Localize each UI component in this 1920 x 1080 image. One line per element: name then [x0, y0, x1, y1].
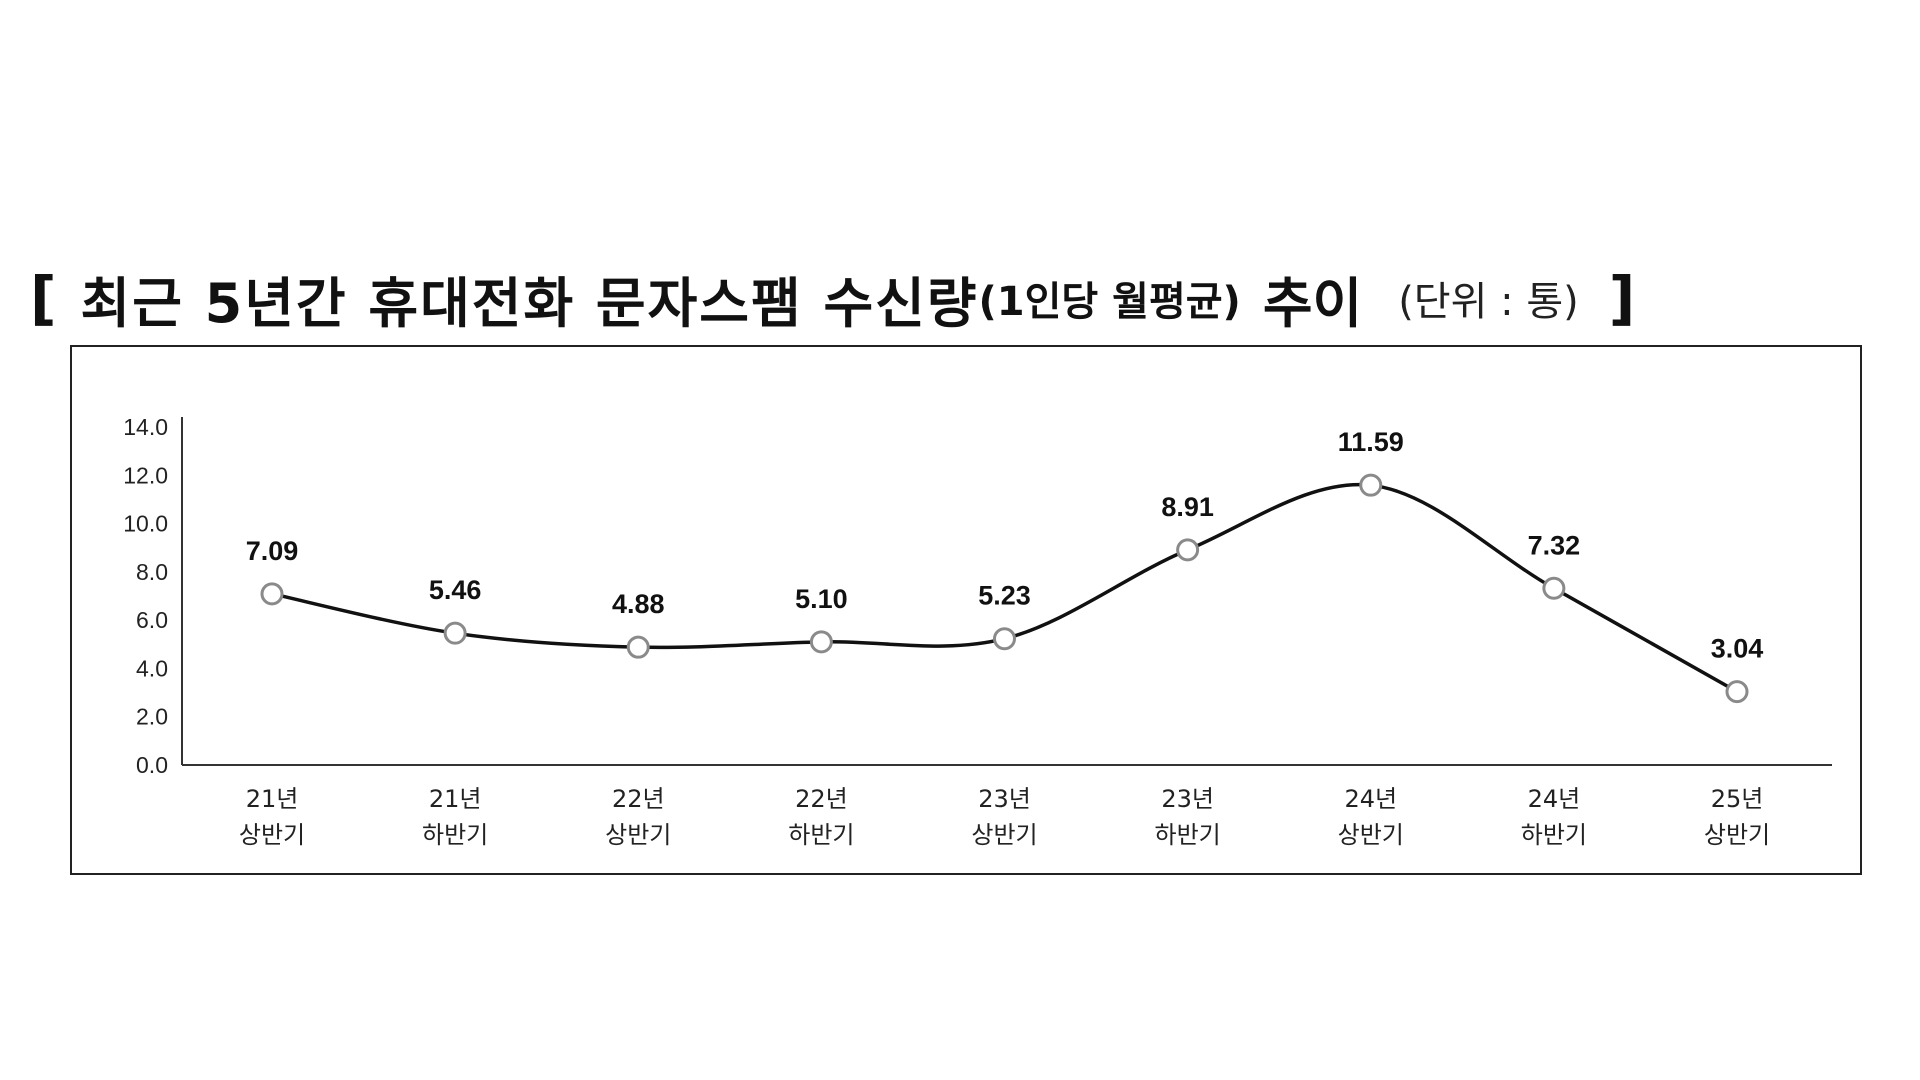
title-close-bracket: ]	[1608, 264, 1636, 332]
title-end: 추이	[1262, 271, 1363, 335]
data-label: 4.88	[612, 589, 665, 619]
y-tick-label: 8.0	[136, 559, 168, 585]
title-sub: (1인당 월평균)	[978, 279, 1241, 325]
data-label: 5.23	[978, 581, 1031, 611]
y-tick-label: 2.0	[136, 704, 168, 730]
data-point	[993, 627, 1016, 651]
y-tick-label: 14.0	[123, 414, 168, 440]
chart-frame: 0.0 2.0 4.0 6.0 8.0 10.0 12.0 14.0 21년 상반기 21년 하반기…	[70, 345, 1862, 875]
data-point	[809, 630, 833, 654]
title-main: 최근 5년간 휴대전화 문자스팸 수신량	[80, 271, 979, 335]
x-tick-label: 21년 상반기	[239, 785, 305, 849]
data-label: 3.04	[1711, 634, 1764, 664]
data-label: 7.32	[1528, 530, 1581, 560]
data-labels: 7.09 5.46 4.88 5.10 5.23 8.91 11.59 7.32 3.04	[246, 427, 1764, 663]
series-markers	[260, 473, 1749, 704]
x-tick-labels: 21년 상반기 21년 하반기 22년 상반기 22년 하반기 23년 상반기 23년 하반기 24년 상…	[239, 785, 1770, 849]
data-point	[1176, 538, 1200, 562]
y-tick-label: 6.0	[136, 607, 168, 633]
x-tick-label: 24년 상반기	[1338, 785, 1404, 849]
data-point	[1359, 473, 1383, 497]
x-tick-label: 25년 상반기	[1704, 785, 1770, 849]
x-tick-label: 22년 하반기	[788, 785, 854, 849]
data-point	[626, 635, 650, 659]
x-tick-label: 23년 하반기	[1155, 785, 1221, 849]
data-point	[260, 582, 284, 606]
line-chart: 0.0 2.0 4.0 6.0 8.0 10.0 12.0 14.0 21년 상반기 21년 하반기…	[123, 414, 1832, 849]
y-tick-label: 12.0	[123, 462, 168, 488]
x-tick-label: 24년 하반기	[1521, 785, 1587, 849]
data-point	[443, 621, 467, 645]
data-point	[1542, 576, 1566, 600]
x-tick-label: 21년 하반기	[422, 785, 488, 849]
y-tick-labels: 0.0 2.0 4.0 6.0 8.0 10.0 12.0 14.0	[123, 414, 168, 778]
data-label: 5.46	[429, 575, 482, 605]
data-label: 7.09	[246, 536, 299, 566]
y-tick-label: 4.0	[136, 655, 168, 681]
title-unit: (단위 : 통)	[1398, 279, 1579, 325]
series-line	[270, 482, 1739, 694]
y-tick-label: 0.0	[136, 752, 168, 778]
data-point	[1725, 680, 1749, 704]
y-tick-label: 10.0	[123, 511, 168, 537]
chart-title: [ 최근 5년간 휴대전화 문자스팸 수신량 (1인당 월평균) 추이 (단위 …	[30, 258, 1910, 338]
data-label: 5.10	[795, 584, 848, 614]
x-tick-label: 23년 상반기	[971, 785, 1037, 849]
chart-axes	[181, 417, 1832, 766]
title-open-bracket: [	[30, 264, 57, 332]
data-label: 8.91	[1161, 492, 1214, 522]
data-label: 11.59	[1338, 427, 1404, 457]
x-tick-label: 22년 상반기	[605, 785, 671, 849]
